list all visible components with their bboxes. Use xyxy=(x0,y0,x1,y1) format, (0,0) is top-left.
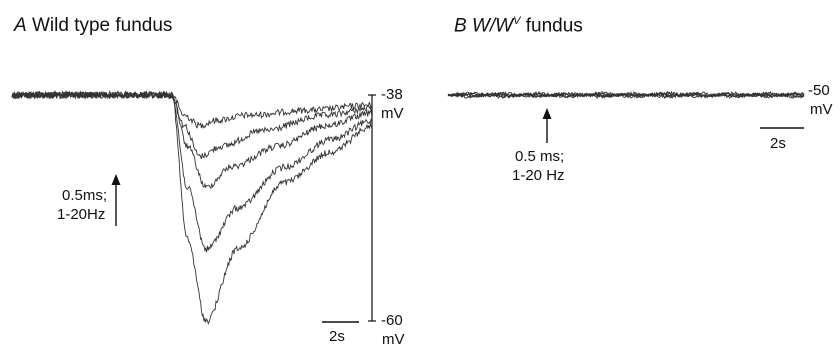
panel-b-time-label: 2s xyxy=(770,135,786,152)
panel-a-voltage-scale-bar xyxy=(368,94,376,322)
panel-b-title-rest: fundus xyxy=(525,15,583,37)
panel-a-title-text: Wild type fundus xyxy=(31,15,173,36)
panel-b-stim-label-1: 0.5 ms; xyxy=(515,148,565,165)
panel-a-trace-5 xyxy=(11,90,373,325)
panel-a-traces xyxy=(11,90,373,325)
panel-b-title-sup: V xyxy=(513,15,521,27)
panel-a-trace-2 xyxy=(11,90,373,160)
panel-a-time-label: 2s xyxy=(329,328,345,345)
panel-a-scale-top: -38 xyxy=(381,86,403,103)
panel-b-title-genotype: W/W xyxy=(471,15,514,37)
panel-b-stim-label-2: 1-20 Hz xyxy=(512,167,565,184)
panel-a-stim-label-2: 1-20Hz xyxy=(57,206,106,223)
panel-a-stim-label-1: 0.5ms; xyxy=(62,187,108,204)
panel-b-scale-top: -50 xyxy=(808,82,830,99)
panel-b-letter: B xyxy=(454,15,467,37)
panel-a-scale-top-unit: mV xyxy=(381,105,404,122)
panel-a-stim-arrow xyxy=(111,174,121,226)
panel-a-title: A Wild type fundus xyxy=(14,15,172,37)
panel-b-trace-5 xyxy=(447,92,805,100)
panel-b-title: B W/WV fundus xyxy=(454,15,583,37)
panel-b-traces xyxy=(447,90,805,100)
panel-b-stim-arrow xyxy=(542,108,552,143)
panel-a-scale-bottom-unit: mV xyxy=(382,331,405,348)
panel-a-trace-4 xyxy=(11,90,373,253)
panel-a-scale-bottom: -60 xyxy=(381,312,403,329)
panel-b-scale-top-unit: mV xyxy=(810,101,833,118)
panel-a-letter: A xyxy=(14,15,27,36)
